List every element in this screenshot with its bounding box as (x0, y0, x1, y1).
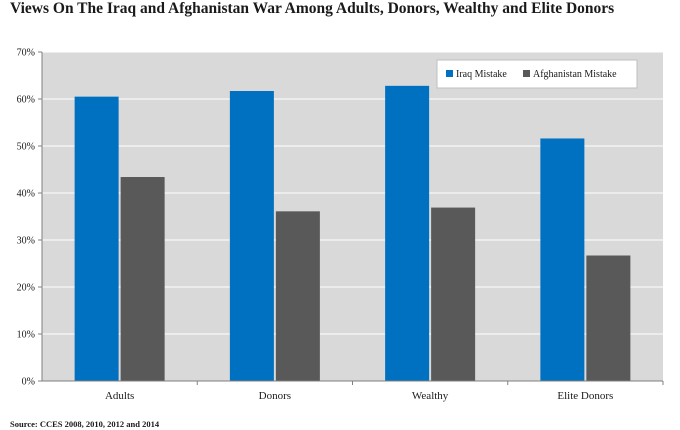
legend-label-iraq: Iraq Mistake (456, 69, 507, 80)
x-axis-ticks: Adults Donors Wealthy Elite Donors (105, 381, 664, 402)
y-axis-ticks: 0% 10% 20% 30% 40% 50% 60% 70% (17, 48, 42, 388)
y-tick-label: 0% (22, 377, 35, 388)
x-tick-label: Adults (105, 390, 134, 402)
y-tick-label: 20% (17, 283, 35, 294)
bars (74, 85, 631, 382)
y-tick-label: 70% (17, 48, 35, 59)
y-tick-label: 40% (17, 189, 35, 200)
bar-iraq-wealthy (385, 85, 430, 381)
bar-afghanistan-elite-donors (586, 255, 631, 381)
chart-title: Views On The Iraq and Afghanistan War Am… (10, 0, 615, 17)
y-tick-label: 10% (17, 330, 35, 341)
legend-label-afghanistan: Afghanistan Mistake (533, 69, 617, 80)
y-tick-label: 50% (17, 142, 35, 153)
y-tick-label: 30% (17, 236, 35, 247)
legend-swatch-iraq (446, 70, 453, 77)
y-tick-label: 60% (17, 95, 35, 106)
legend-swatch-afghanistan (523, 70, 530, 77)
bar-iraq-donors (229, 91, 274, 381)
bar-iraq-elite-donors (540, 138, 585, 381)
legend-box (436, 59, 638, 89)
legend: Iraq Mistake Afghanistan Mistake (436, 59, 638, 89)
x-tick-label: Elite Donors (557, 390, 613, 402)
bar-afghanistan-adults (120, 177, 165, 381)
source-note: Source: CCES 2008, 2010, 2012 and 2014 (10, 419, 160, 429)
bar-iraq-adults (74, 96, 119, 382)
bar-afghanistan-wealthy (431, 207, 476, 381)
x-tick-label: Wealthy (412, 390, 449, 402)
x-tick-label: Donors (259, 390, 291, 402)
bar-afghanistan-donors (275, 211, 320, 381)
